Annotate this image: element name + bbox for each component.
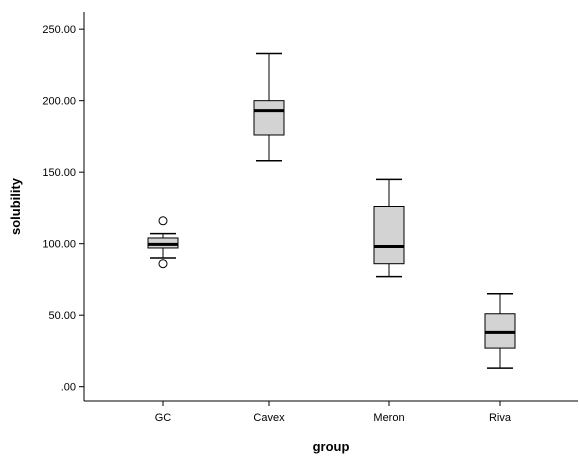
x-axis-title: group	[313, 439, 350, 454]
y-tick-label: 200.00	[42, 96, 76, 108]
y-axis-title: solubility	[8, 177, 23, 235]
y-tick-label: 50.00	[48, 310, 76, 322]
outlier-point	[158, 259, 168, 269]
y-tick-label: 250.00	[42, 24, 76, 36]
x-tick-label-meron: Meron	[373, 412, 404, 424]
x-tick-label-cavex: Cavex	[253, 412, 285, 424]
y-tick-label: 100.00	[42, 239, 76, 251]
x-tick-label-riva: Riva	[489, 412, 512, 424]
iqr-box	[373, 206, 405, 265]
box-cavex	[253, 52, 285, 162]
y-tick-label: .00	[61, 382, 76, 394]
box-gc	[147, 216, 179, 269]
box-meron	[373, 178, 405, 278]
iqr-box	[253, 100, 285, 136]
x-tick-label-gc: GC	[155, 412, 172, 424]
y-tick-label: 150.00	[42, 167, 76, 179]
outlier-point	[158, 216, 168, 226]
box-riva	[484, 292, 516, 369]
